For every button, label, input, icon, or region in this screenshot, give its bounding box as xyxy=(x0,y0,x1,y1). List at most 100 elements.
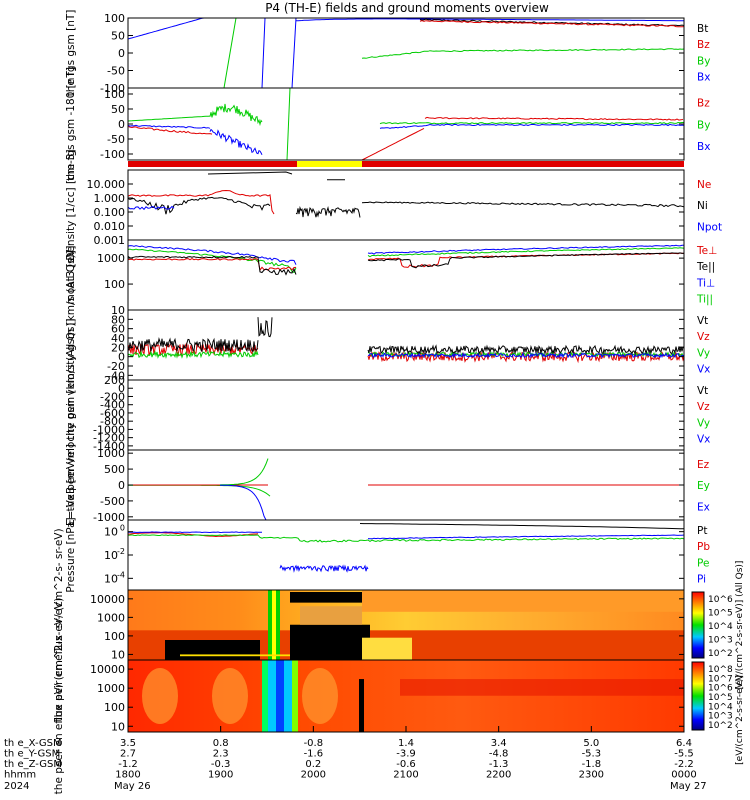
heatmap-texture xyxy=(362,637,412,660)
legend-ez: Ez xyxy=(697,459,710,471)
legend-pi: Pi xyxy=(697,574,706,586)
Vx-line xyxy=(367,351,685,359)
y-tick-label: 0.010 xyxy=(94,220,126,233)
Bx-line xyxy=(209,128,263,156)
y-tick-label: 1000 xyxy=(97,252,125,265)
y-tick-label: 100 xyxy=(104,630,125,643)
legend-ti: Ti|| xyxy=(696,294,713,306)
colorbar-tick-label: 10^8 xyxy=(708,665,733,675)
y-tick-label: 50 xyxy=(111,30,125,43)
y-tick-label: 1.000 xyxy=(94,192,126,205)
panel-7-plot xyxy=(128,458,684,521)
legend-pe: Pe xyxy=(697,557,709,569)
y-axis-label: the fgs gsm [nT] xyxy=(65,10,77,97)
legend-te: Te|| xyxy=(696,261,715,273)
y-tick-label: -50 xyxy=(107,65,125,78)
y-tick-label: 0.100 xyxy=(94,206,126,219)
y-tick-label: 60 xyxy=(111,323,125,336)
heatmap-void xyxy=(290,624,370,660)
legend-by: By xyxy=(697,55,710,67)
y-axis-label: E=-VxB [mV/m] xyxy=(65,444,77,526)
heatmap-background xyxy=(128,660,684,732)
y-tick-label-exponent: 0 xyxy=(120,524,125,533)
heatmap-texture xyxy=(400,679,684,696)
y-tick-label: 0.001 xyxy=(94,234,126,247)
y-axis-label: the peer velocity gsm [km/s (All Qs)] xyxy=(65,318,77,511)
Vt-line xyxy=(127,337,259,353)
heatmap-spike xyxy=(292,660,298,732)
y-tick-label: 10000 xyxy=(90,593,125,606)
y-tick-label: 0 xyxy=(118,118,125,131)
panel-4-plot xyxy=(127,244,685,276)
y-tick-label: 0 xyxy=(118,47,125,60)
heatmap-texture xyxy=(302,668,338,724)
x-tick-label: 2000 xyxy=(301,770,326,781)
y-tick-label: 0 xyxy=(118,382,125,395)
colorbar-tick-label: 10^2 xyxy=(708,649,733,659)
Pi-line xyxy=(279,564,369,573)
legend-bz: Bz xyxy=(697,39,710,51)
Te-perp-line xyxy=(367,252,685,268)
y-axis-label: the peer en eflux eV/ (cm^2-s- sr-eV) xyxy=(53,598,65,795)
legend-vx: Vx xyxy=(697,364,710,376)
panel-2: 100 50 0 -50 -100 the fgs gsm -180 [nT] Bz By Bx xyxy=(65,67,710,181)
colorbar-tick-label: 10^6 xyxy=(708,595,733,605)
x-tick-label: -1.8 xyxy=(582,759,602,770)
Bx-line xyxy=(127,17,240,40)
legend-ex: Ex xyxy=(697,501,710,513)
legend-ne: Ne xyxy=(697,179,711,191)
panel-frame xyxy=(127,169,685,241)
heatmap-spike xyxy=(272,590,276,660)
y-tick-label: 1000 xyxy=(97,611,125,624)
panel-10-plot xyxy=(128,660,684,732)
y-tick-label: -800 xyxy=(100,415,125,428)
legend-pt: Pt xyxy=(697,525,707,537)
panel-frame xyxy=(127,87,685,161)
Pi-line xyxy=(127,531,263,534)
legend-vz: Vz xyxy=(697,401,710,413)
panel-2-plot xyxy=(127,87,685,161)
colorbar-tick-label: 10^5 xyxy=(708,693,733,703)
y-tick-label: 10 xyxy=(104,572,118,585)
heatmap-texture xyxy=(212,668,248,724)
panel-5-plot xyxy=(127,317,685,364)
panel-frame xyxy=(127,519,685,591)
colorbar-label: [eV/(cm^2-s-sr-eV)] (All Qs)] xyxy=(735,561,745,690)
x-row-label: th e_Z-GSM xyxy=(4,759,62,770)
y-tick-label: 100 xyxy=(104,12,125,25)
Bx-line xyxy=(127,124,211,129)
panel-10: 10000 1000 100 10 the peer en eflux eV/ (cm^… xyxy=(53,598,685,795)
legend-vy: Vy xyxy=(697,347,710,359)
By-line xyxy=(127,115,211,122)
By-line xyxy=(209,103,263,127)
x-tick-label: 2300 xyxy=(579,770,604,781)
Pi-line xyxy=(367,534,685,540)
Pe-line xyxy=(127,534,685,543)
quality-bar-yellow xyxy=(297,161,362,167)
y-tick-label: -200 xyxy=(100,390,125,403)
x-tick-label: 3.4 xyxy=(491,738,507,749)
y-tick-label: -1000 xyxy=(93,511,125,524)
x-tick-label: -1.2 xyxy=(118,759,138,770)
x-tick-label: -2.2 xyxy=(674,759,694,770)
x-row-label: hhmm xyxy=(4,770,36,781)
x-tick-label: 0.8 xyxy=(213,738,229,749)
figure-title: P4 (TH-E) fields and ground moments over… xyxy=(265,1,549,15)
colorbar-scale xyxy=(691,591,705,659)
By-line xyxy=(286,87,291,161)
heatmap-texture xyxy=(142,668,178,724)
y-tick-label: -1200 xyxy=(93,432,125,445)
colorbar-tick-label: 10^4 xyxy=(708,702,733,712)
x-tick-label: 2100 xyxy=(393,770,418,781)
x-row-label: th e_Y-GSM xyxy=(4,749,60,760)
panel-1-plot xyxy=(127,17,685,89)
Bz-line xyxy=(127,125,213,135)
y-tick-label: 1000 xyxy=(97,682,125,695)
x-tick-label: -1.3 xyxy=(489,759,509,770)
y-tick-label: 10 xyxy=(104,549,118,562)
Ey-line xyxy=(219,458,269,486)
legend-by: By xyxy=(697,119,710,131)
quality-flag-bar xyxy=(128,161,684,167)
